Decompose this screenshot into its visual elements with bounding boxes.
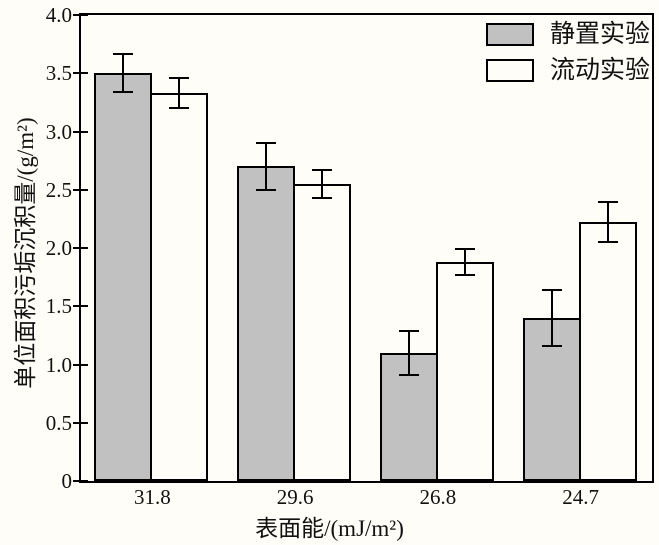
legend-label-static: 静置实验: [550, 20, 651, 48]
bar-flow-29.6: [293, 183, 352, 481]
y-tick-label-4.0: 4.0: [45, 3, 72, 27]
errorbar-static-29.6: [265, 141, 268, 191]
y-tick-label-3.5: 3.5: [45, 61, 72, 86]
plot-area: 静置实验 流动实验: [73, 13, 654, 483]
y-tick-label-2.5: 2.5: [45, 177, 72, 202]
errorbar-cap-bottom-static-31.8: [113, 91, 134, 94]
errorbar-cap-top-flow-31.8: [169, 76, 190, 79]
errorbar-cap-bottom-static-29.6: [256, 188, 277, 191]
x-tick-label-29.6: 29.6: [276, 485, 314, 509]
y-tick-2.0: [73, 247, 88, 249]
errorbar-cap-top-flow-29.6: [312, 168, 333, 171]
errorbar-cap-bottom-static-26.8: [398, 374, 419, 377]
y-tick-0: [73, 480, 88, 482]
legend-item-static: 静置实验: [486, 20, 651, 48]
errorbar-flow-29.6: [321, 168, 324, 200]
y-tick-4.0: [73, 14, 88, 16]
errorbar-static-24.7: [550, 288, 553, 348]
legend: 静置实验 流动实验: [486, 22, 650, 94]
y-tick-label-1.5: 1.5: [45, 294, 72, 319]
errorbar-cap-top-flow-24.7: [597, 201, 618, 204]
y-tick-1.0: [73, 363, 88, 366]
errorbar-cap-top-static-24.7: [541, 288, 562, 291]
y-tick-2.5: [73, 188, 88, 191]
y-tick-label-1.0: 1.0: [45, 352, 72, 377]
errorbar-cap-top-static-26.8: [398, 329, 419, 332]
y-tick-0.5: [73, 421, 88, 424]
errorbar-cap-top-flow-26.8: [454, 248, 475, 250]
errorbar-cap-bottom-flow-31.8: [169, 107, 190, 110]
bar-static-31.8: [94, 73, 153, 481]
bar-static-29.6: [237, 166, 296, 481]
y-tick-label-3.0: 3.0: [45, 119, 72, 144]
errorbar-flow-24.7: [606, 201, 609, 244]
y-tick-label-0: 0: [61, 469, 73, 493]
bar-flow-31.8: [150, 93, 209, 481]
y-tick-label-0.5: 0.5: [45, 410, 72, 435]
y-tick-1.5: [73, 305, 88, 308]
bar-flow-26.8: [435, 261, 494, 481]
x-axis-title: 表面能/(mJ/m²): [255, 516, 404, 541]
errorbar-cap-bottom-flow-29.6: [312, 197, 333, 200]
legend-swatch-static-icon: [486, 22, 534, 46]
x-tick-label-31.8: 31.8: [134, 485, 171, 509]
errorbar-static-31.8: [122, 53, 125, 94]
legend-swatch-flow-icon: [486, 58, 534, 82]
errorbar-flow-31.8: [178, 76, 181, 110]
legend-item-flow: 流动实验: [486, 56, 651, 84]
y-tick-label-2.0: 2.0: [45, 236, 72, 260]
errorbar-flow-26.8: [463, 248, 466, 276]
y-axis-title: 单位面积污垢沉积量/(g/m²): [13, 117, 38, 389]
y-tick-3.0: [73, 130, 88, 133]
x-tick-label-24.7: 24.7: [562, 485, 599, 509]
y-tick-3.5: [73, 72, 88, 75]
errorbar-cap-top-static-31.8: [113, 53, 134, 56]
errorbar-static-26.8: [407, 329, 410, 377]
bar-flow-24.7: [578, 222, 637, 481]
legend-label-flow: 流动实验: [550, 56, 651, 84]
errorbar-cap-bottom-static-24.7: [541, 345, 562, 348]
errorbar-cap-top-static-29.6: [256, 141, 277, 144]
x-tick-label-26.8: 26.8: [419, 485, 457, 509]
errorbar-cap-bottom-flow-26.8: [454, 273, 475, 276]
errorbar-cap-bottom-flow-24.7: [597, 241, 618, 244]
